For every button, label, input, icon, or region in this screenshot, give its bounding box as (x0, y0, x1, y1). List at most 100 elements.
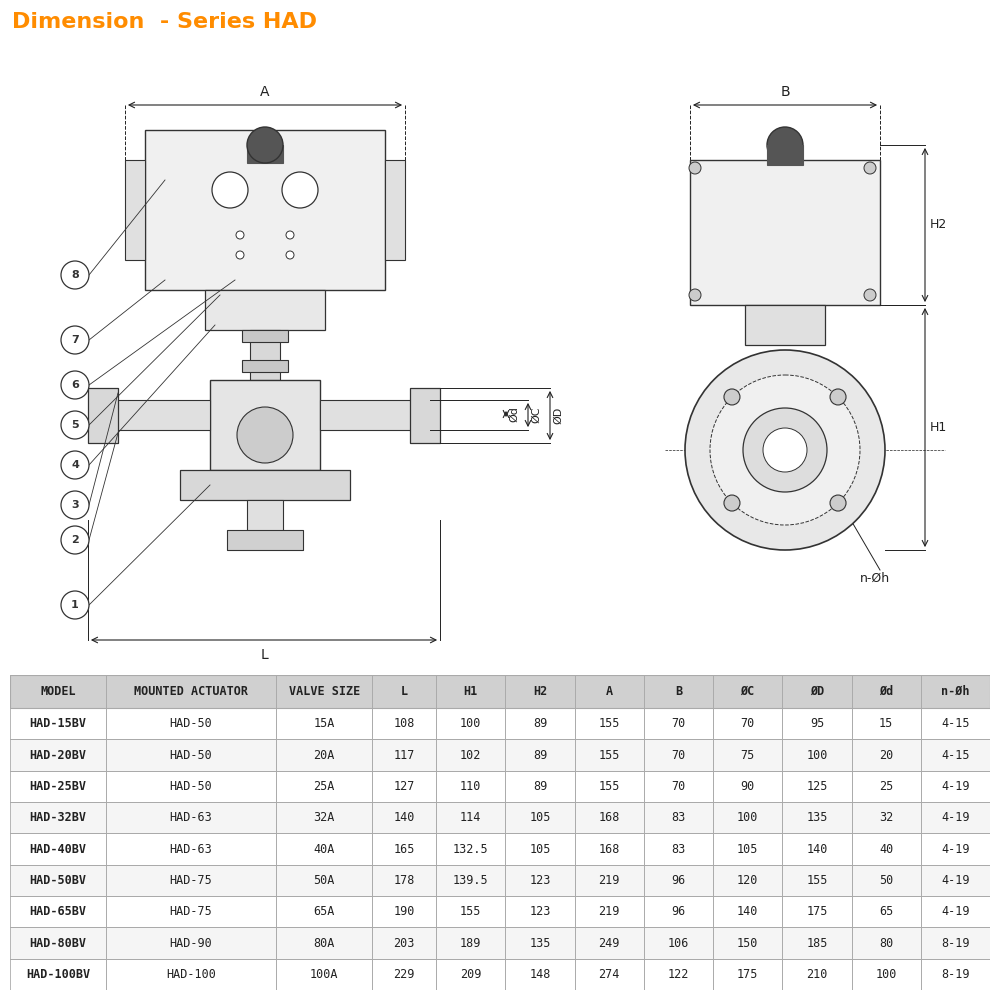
Bar (690, 160, 880, 305)
Text: 123: 123 (529, 905, 551, 918)
Text: 15A: 15A (314, 717, 335, 730)
Bar (227, 530, 247, 550)
Text: 105: 105 (529, 843, 551, 856)
Bar (247, 500, 283, 540)
Bar (242, 360, 288, 372)
Bar (10, 959, 990, 990)
Text: H2: H2 (533, 685, 547, 698)
Text: HAD-50: HAD-50 (170, 780, 212, 793)
Text: 32: 32 (879, 811, 893, 824)
Text: 148: 148 (529, 968, 551, 981)
Text: 123: 123 (529, 874, 551, 887)
Text: 125: 125 (806, 780, 828, 793)
Bar (10, 865, 990, 896)
Text: HAD-100BV: HAD-100BV (26, 968, 90, 981)
Text: 168: 168 (598, 843, 620, 856)
Bar (100, 400, 210, 430)
Circle shape (689, 162, 701, 174)
Text: H1: H1 (464, 685, 478, 698)
Bar (10, 739, 990, 771)
Circle shape (61, 526, 89, 554)
Text: 168: 168 (598, 811, 620, 824)
Text: 1: 1 (71, 600, 79, 610)
Bar (385, 160, 405, 260)
Circle shape (286, 251, 294, 259)
Text: 178: 178 (393, 874, 415, 887)
Text: A: A (260, 85, 270, 99)
Text: 89: 89 (533, 749, 547, 762)
Text: A: A (606, 685, 613, 698)
Circle shape (247, 127, 283, 163)
Bar (283, 530, 303, 550)
Bar (320, 400, 430, 430)
Text: 139.5: 139.5 (453, 874, 489, 887)
Text: 4-15: 4-15 (941, 749, 970, 762)
Text: 32A: 32A (314, 811, 335, 824)
Bar (767, 145, 803, 165)
Text: 65A: 65A (314, 905, 335, 918)
Text: L: L (260, 648, 268, 662)
Text: HAD-63: HAD-63 (170, 843, 212, 856)
Text: 89: 89 (533, 780, 547, 793)
Circle shape (710, 375, 860, 525)
Text: 175: 175 (737, 968, 758, 981)
Text: 2: 2 (71, 535, 79, 545)
Circle shape (61, 371, 89, 399)
Text: HAD-63: HAD-63 (170, 811, 212, 824)
Text: 209: 209 (460, 968, 481, 981)
Bar (10, 833, 990, 865)
Text: HAD-25BV: HAD-25BV (29, 780, 86, 793)
Text: 185: 185 (806, 937, 828, 950)
Circle shape (282, 172, 318, 208)
Text: HAD-75: HAD-75 (170, 905, 212, 918)
Text: 140: 140 (393, 811, 415, 824)
Text: 106: 106 (668, 937, 689, 950)
Bar (10, 896, 990, 927)
Text: 4-19: 4-19 (941, 905, 970, 918)
Text: 50A: 50A (314, 874, 335, 887)
Text: 120: 120 (737, 874, 758, 887)
Text: 155: 155 (598, 749, 620, 762)
Text: 155: 155 (598, 780, 620, 793)
Text: MOUNTED ACTUATOR: MOUNTED ACTUATOR (134, 685, 248, 698)
Text: 4-19: 4-19 (941, 811, 970, 824)
Text: HAD-20BV: HAD-20BV (29, 749, 86, 762)
Text: 100: 100 (875, 968, 897, 981)
Bar (410, 388, 440, 443)
Text: 155: 155 (806, 874, 828, 887)
Circle shape (286, 231, 294, 239)
Text: 140: 140 (737, 905, 758, 918)
Text: 210: 210 (806, 968, 828, 981)
Text: HAD-65BV: HAD-65BV (29, 905, 86, 918)
Text: VALVE SIZE: VALVE SIZE (289, 685, 360, 698)
Text: 20: 20 (879, 749, 893, 762)
Text: HAD-15BV: HAD-15BV (29, 717, 86, 730)
Circle shape (830, 389, 846, 405)
Text: 175: 175 (806, 905, 828, 918)
Text: 155: 155 (460, 905, 481, 918)
Circle shape (61, 591, 89, 619)
Text: 5: 5 (71, 420, 79, 430)
Text: 80A: 80A (314, 937, 335, 950)
Text: Ød: Ød (509, 406, 519, 422)
Text: 114: 114 (460, 811, 481, 824)
Bar (145, 130, 385, 290)
Text: 20A: 20A (314, 749, 335, 762)
Bar (88, 388, 118, 400)
Text: 95: 95 (810, 717, 824, 730)
Text: ØC: ØC (531, 407, 541, 423)
Bar (210, 380, 320, 470)
Text: 4: 4 (71, 460, 79, 470)
Circle shape (61, 491, 89, 519)
Text: 108: 108 (393, 717, 415, 730)
Text: 50: 50 (879, 874, 893, 887)
Text: 15: 15 (879, 717, 893, 730)
Text: 203: 203 (393, 937, 415, 950)
Text: 6: 6 (71, 380, 79, 390)
Bar (242, 330, 288, 342)
Text: 229: 229 (393, 968, 415, 981)
Text: 117: 117 (393, 749, 415, 762)
Bar (88, 388, 118, 443)
Text: 219: 219 (598, 905, 620, 918)
Text: B: B (675, 685, 682, 698)
